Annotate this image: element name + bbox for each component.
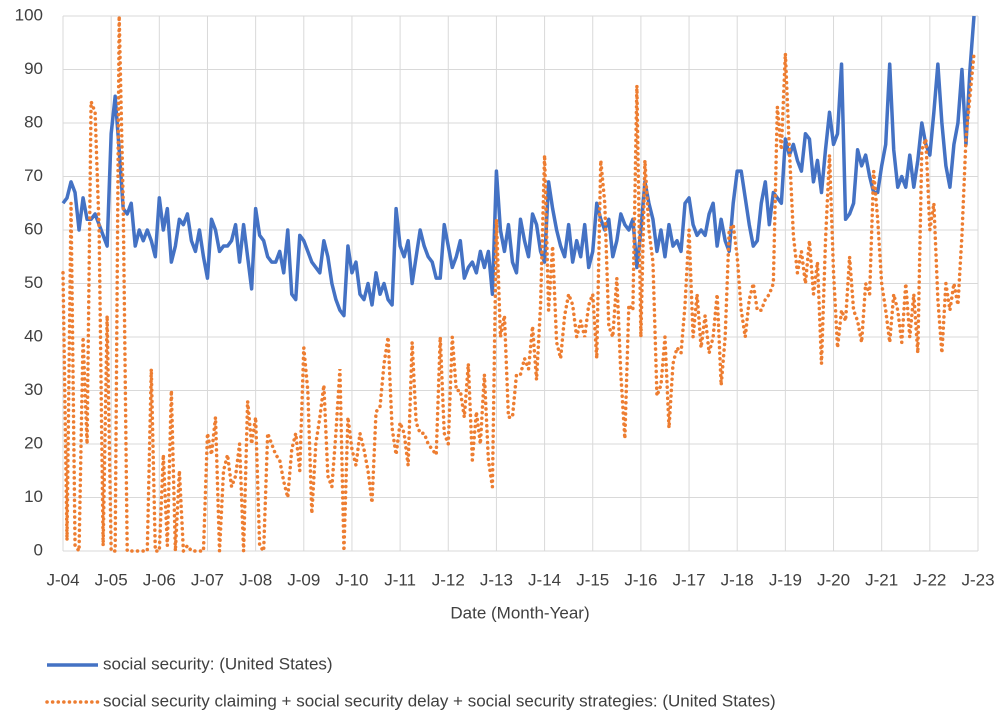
legend-label: social security claiming + social securi…	[103, 691, 776, 710]
y-tick-label: 80	[24, 112, 43, 131]
y-tick-label: 40	[24, 326, 43, 345]
y-tick-label: 0	[34, 540, 43, 559]
legend-label: social security: (United States)	[103, 654, 333, 673]
x-tick-label: J-22	[913, 570, 946, 589]
x-tick-label: J-07	[191, 570, 224, 589]
y-tick-label: 60	[24, 219, 43, 238]
x-tick-label: J-17	[673, 570, 706, 589]
y-tick-label: 20	[24, 433, 43, 452]
x-tick-label: J-23	[961, 570, 994, 589]
x-tick-label: J-05	[95, 570, 128, 589]
series-line	[61, 15, 976, 557]
y-tick-label: 10	[24, 487, 43, 506]
y-tick-label: 70	[24, 166, 43, 185]
x-tick-label: J-21	[865, 570, 898, 589]
x-tick-label: J-20	[817, 570, 850, 589]
x-tick-label: J-09	[287, 570, 320, 589]
x-tick-label: J-15	[576, 570, 609, 589]
x-axis-title: Date (Month-Year)	[450, 603, 589, 622]
x-tick-label: J-06	[143, 570, 176, 589]
x-tick-label: J-11	[384, 570, 416, 589]
x-tick-label: J-14	[528, 570, 561, 589]
series-line	[61, 15, 976, 318]
x-tick-label: J-10	[335, 570, 368, 589]
y-tick-label: 30	[24, 380, 43, 399]
x-tick-label: J-18	[721, 570, 754, 589]
x-tick-label: J-04	[46, 570, 79, 589]
x-tick-label: J-08	[239, 570, 272, 589]
x-tick-label: J-19	[769, 570, 802, 589]
x-tick-label: J-13	[480, 570, 513, 589]
y-tick-label: 100	[15, 5, 43, 24]
y-tick-label: 90	[24, 59, 43, 78]
x-tick-label: J-12	[432, 570, 465, 589]
x-tick-label: J-16	[624, 570, 657, 589]
y-tick-label: 50	[24, 273, 43, 292]
